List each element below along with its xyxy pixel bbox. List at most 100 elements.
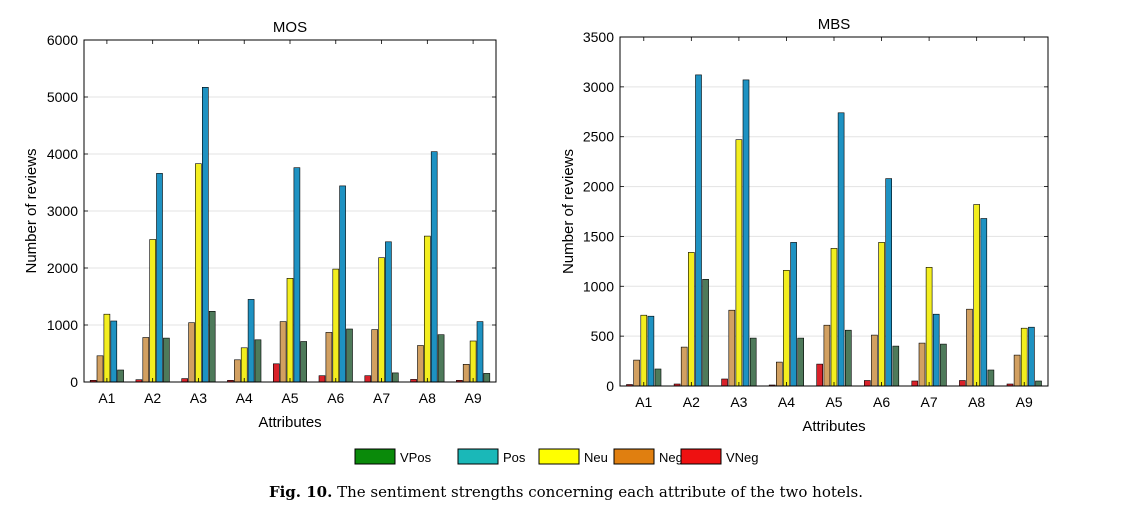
bar-pos-a6	[339, 185, 346, 383]
bar-vpos-a3	[749, 337, 757, 387]
bar-neu-a2	[149, 239, 156, 383]
caption-text: The sentiment strengths concerning each …	[332, 483, 864, 501]
x-tick-label: A6	[873, 394, 890, 410]
bar-vpos-a6	[892, 345, 900, 387]
bar-pos-a4	[247, 299, 255, 383]
x-tick-label: A4	[236, 390, 253, 406]
bar-vpos-a1	[117, 369, 124, 383]
y-tick-label: 1000	[47, 317, 78, 333]
bar-neg-a3	[728, 309, 736, 387]
bar-pos-a4	[790, 242, 797, 387]
bar-vneg-a8	[959, 380, 966, 387]
x-tick-label: A2	[144, 390, 161, 406]
bar-pos-a3	[202, 87, 209, 383]
bar-neg-a2	[680, 346, 688, 387]
y-tick-label: 2000	[583, 179, 614, 195]
bar-neg-a6	[871, 334, 878, 387]
bar-pos-a9	[476, 321, 484, 383]
bar-neg-a2	[142, 337, 150, 383]
bar-neg-a5	[823, 324, 831, 387]
x-axis-label: Attributes	[258, 414, 321, 431]
bar-pos-a1	[110, 320, 118, 383]
legend-swatch-neg	[613, 448, 655, 465]
bar-neu-a8	[423, 235, 431, 383]
x-tick-label: A7	[373, 390, 390, 406]
bar-pos-a2	[156, 173, 163, 383]
x-tick-label: A4	[778, 394, 795, 410]
legend-label-neg: Neg	[659, 450, 683, 465]
bar-neu-a6	[332, 268, 340, 383]
chart-title: MBS	[818, 16, 851, 33]
bar-neg-a6	[325, 332, 333, 383]
bar-neg-a8	[417, 345, 424, 383]
bar-neu-a8	[973, 204, 981, 387]
bar-neu-a3	[735, 139, 743, 387]
bar-vpos-a4	[254, 339, 262, 383]
bar-neg-a5	[279, 321, 287, 383]
bar-neg-a9	[462, 363, 470, 383]
y-tick-label: 0	[70, 374, 78, 390]
caption-label: Fig. 10.	[268, 483, 333, 501]
bar-pos-a1	[647, 315, 655, 387]
legend: VPos Pos Neu Neg VNeg	[354, 448, 759, 465]
x-tick-label: A6	[327, 390, 344, 406]
x-tick-label: A7	[921, 394, 938, 410]
bar-neg-a7	[371, 329, 379, 383]
x-tick-label: A3	[190, 390, 207, 406]
bar-neu-a7	[378, 257, 385, 383]
bar-neg-a8	[966, 308, 973, 387]
x-tick-label: A9	[465, 390, 482, 406]
bar-neg-a9	[1013, 354, 1021, 387]
bar-neu-a5	[286, 277, 294, 383]
x-tick-label: A9	[1016, 394, 1033, 410]
bar-neu-a7	[925, 266, 933, 387]
legend-swatch-vpos	[354, 448, 396, 465]
y-tick-label: 4000	[47, 146, 78, 162]
y-axis-label: Number of reviews	[560, 149, 577, 274]
legend-swatch-pos	[457, 448, 499, 465]
y-tick-label: 500	[591, 328, 615, 344]
figure-caption: Fig. 10. The sentiment strengths concern…	[0, 483, 1132, 501]
chart-title: MOS	[273, 19, 307, 36]
bar-vneg-a3	[181, 378, 188, 383]
bar-vpos-a7	[391, 372, 399, 383]
bar-pos-a5	[293, 167, 301, 383]
x-tick-label: A2	[683, 394, 700, 410]
y-tick-label: 1000	[583, 278, 614, 294]
bar-neg-a4	[234, 359, 241, 383]
bar-pos-a9	[1028, 326, 1035, 387]
bar-neg-a4	[775, 361, 783, 387]
bar-pos-a8	[430, 151, 438, 383]
bar-neu-a4	[240, 347, 248, 383]
y-tick-label: 6000	[47, 32, 78, 48]
bar-neu-a4	[783, 269, 790, 387]
bar-neu-a6	[878, 242, 885, 387]
plot-area-border	[619, 36, 1049, 387]
y-tick-label: 5000	[47, 89, 78, 105]
bar-vpos-a4	[797, 337, 805, 387]
chart-mos: A1 A2 A3 A4 A5 A6 A7 A8 A9 0 1000 2000 3000 4000 5000 6…	[23, 19, 497, 431]
bar-vpos-a1	[654, 368, 662, 387]
y-axis-label: Number of reviews	[23, 148, 40, 273]
plot-area-border	[83, 39, 497, 383]
y-tick-label: 2000	[47, 260, 78, 276]
x-tick-label: A5	[281, 390, 298, 406]
bar-pos-a6	[885, 178, 893, 387]
bar-vpos-a9	[483, 373, 491, 383]
bar-neu-a9	[1020, 327, 1028, 387]
x-axis-label: Attributes	[802, 418, 865, 435]
bar-pos-a2	[695, 74, 702, 387]
bar-vneg-a3	[721, 378, 728, 387]
bar-pos-a8	[980, 218, 988, 387]
bar-vneg-a6	[863, 380, 871, 387]
bar-vpos-a5	[300, 341, 308, 383]
y-tick-label: 3500	[583, 29, 614, 45]
bar-neu-a1	[640, 314, 648, 387]
bar-neg-a3	[188, 322, 195, 383]
bar-neu-a5	[830, 248, 838, 387]
y-tick-label: 3000	[583, 79, 614, 95]
x-tick-label: A5	[825, 394, 842, 410]
x-tick-label: A1	[635, 394, 652, 410]
bar-neu-a9	[469, 340, 477, 383]
